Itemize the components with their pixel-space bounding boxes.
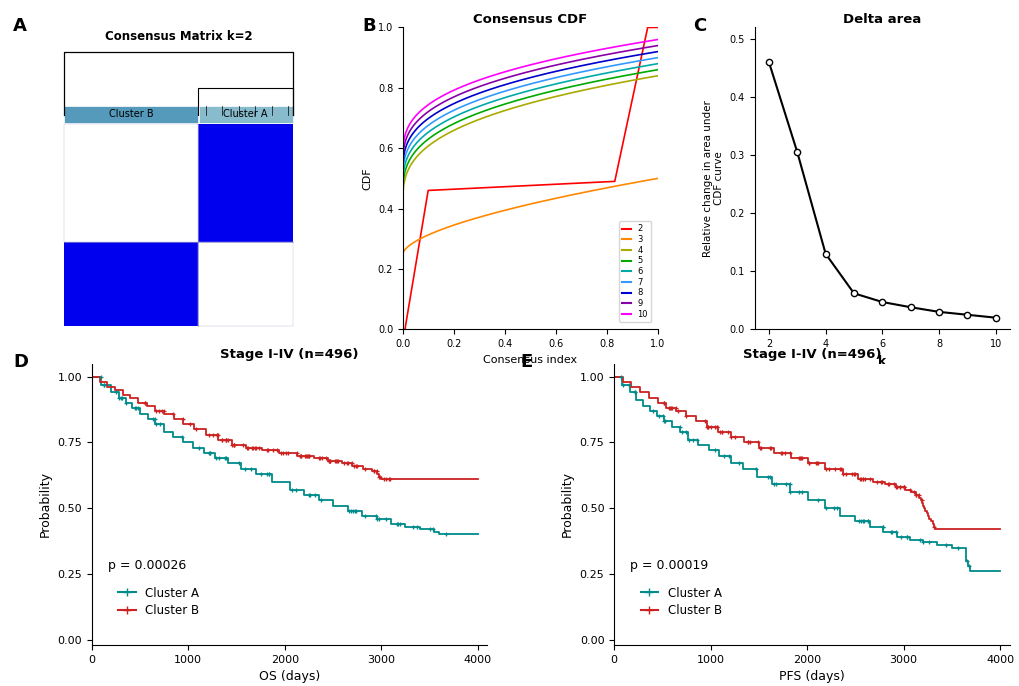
Legend: Cluster A, Cluster B: Cluster A, Cluster B bbox=[113, 582, 204, 622]
Text: Consensus Matrix k=2: Consensus Matrix k=2 bbox=[105, 30, 252, 43]
Text: E: E bbox=[520, 353, 532, 371]
Bar bbox=[64, 106, 198, 123]
Title: Stage I-IV (n=496): Stage I-IV (n=496) bbox=[742, 348, 880, 361]
X-axis label: Consensus index: Consensus index bbox=[483, 355, 577, 364]
Y-axis label: Probability: Probability bbox=[39, 471, 52, 537]
Text: Cluster A: Cluster A bbox=[223, 109, 268, 119]
Text: p = 0.00019: p = 0.00019 bbox=[630, 559, 707, 572]
Y-axis label: Probability: Probability bbox=[560, 471, 574, 537]
Text: D: D bbox=[13, 353, 29, 371]
Title: Consensus CDF: Consensus CDF bbox=[473, 13, 587, 26]
X-axis label: k: k bbox=[877, 355, 886, 368]
Bar bbox=[199, 106, 293, 123]
Title: Stage I-IV (n=496): Stage I-IV (n=496) bbox=[220, 348, 359, 361]
Legend: Cluster A, Cluster B: Cluster A, Cluster B bbox=[635, 582, 726, 622]
Y-axis label: CDF: CDF bbox=[362, 167, 372, 189]
Text: C: C bbox=[693, 17, 706, 35]
Text: Cluster B: Cluster B bbox=[108, 109, 153, 119]
Text: B: B bbox=[362, 17, 375, 35]
Text: p = 0.00026: p = 0.00026 bbox=[108, 559, 185, 572]
Bar bbox=[64, 242, 198, 327]
Y-axis label: Relative change in area under
CDF curve: Relative change in area under CDF curve bbox=[702, 100, 723, 257]
Bar bbox=[198, 242, 293, 327]
X-axis label: PFS (days): PFS (days) bbox=[779, 670, 844, 683]
Text: A: A bbox=[13, 17, 28, 35]
Title: Delta area: Delta area bbox=[843, 13, 920, 26]
Bar bbox=[198, 124, 293, 242]
Legend: 2, 3, 4, 5, 6, 7, 8, 9, 10: 2, 3, 4, 5, 6, 7, 8, 9, 10 bbox=[619, 221, 650, 322]
Bar bbox=[64, 124, 198, 242]
X-axis label: OS (days): OS (days) bbox=[259, 670, 320, 683]
